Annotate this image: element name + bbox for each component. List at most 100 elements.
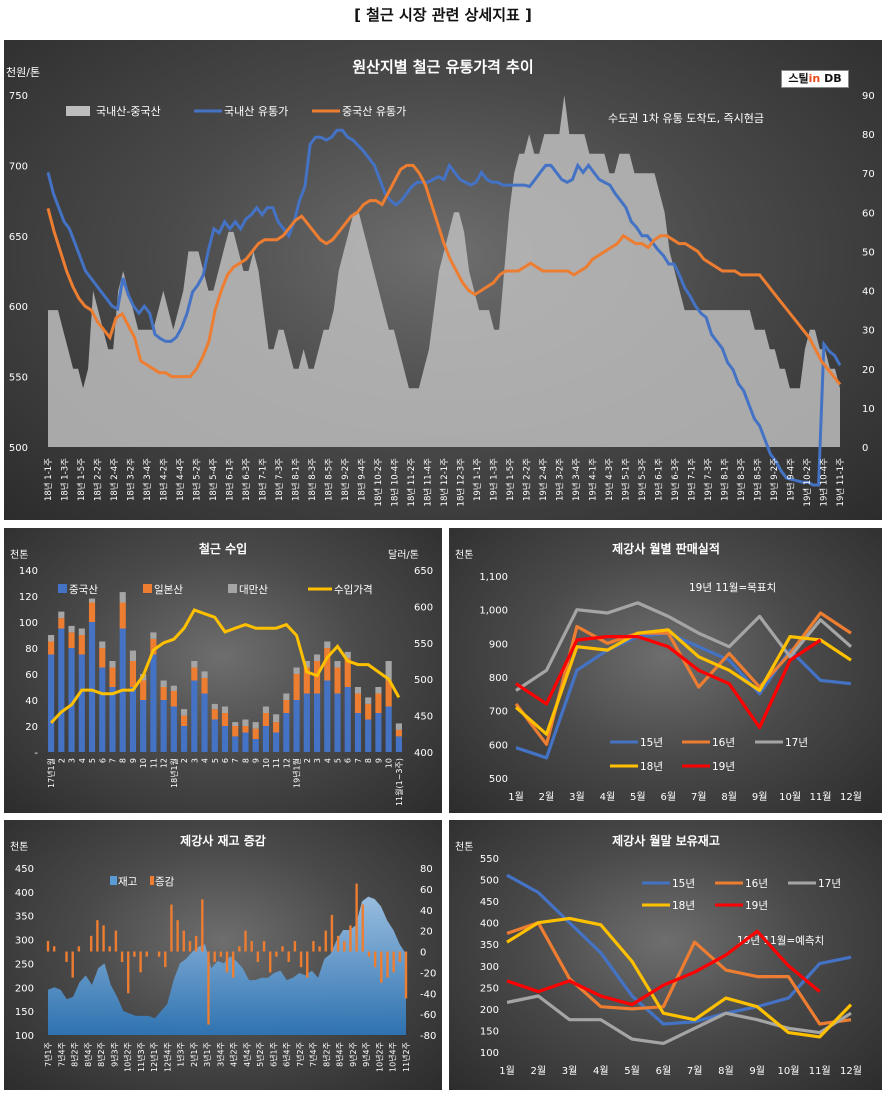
x-tick-label: 4 xyxy=(323,758,332,763)
legend-label: 19년 xyxy=(745,900,768,912)
bar-중국산 xyxy=(88,622,96,752)
x-tick-label: 7년1주 xyxy=(43,1042,53,1067)
x-tick-label: 19년 11-1주 xyxy=(835,458,846,507)
bar-일본산 xyxy=(160,687,167,700)
y-tick-label: 350 xyxy=(480,940,499,951)
bar-change xyxy=(392,951,395,973)
bar-대만산 xyxy=(99,641,106,648)
x-tick-label: 6년4주 xyxy=(282,1042,292,1067)
legend-label: 중국산 유통가 xyxy=(342,105,406,118)
bar-일본산 xyxy=(395,729,402,737)
x-tick-label: 6월 xyxy=(656,1065,672,1077)
series-line-19년 xyxy=(515,635,822,730)
legend-label: 16년 xyxy=(712,737,735,749)
y2-tick-label: 80 xyxy=(862,130,875,141)
bar-change xyxy=(182,930,185,952)
x-tick-label: 8년2주 xyxy=(321,1042,331,1067)
x-tick-label: 4 xyxy=(78,758,87,763)
bar-일본산 xyxy=(334,667,341,694)
bar-중국산 xyxy=(354,713,362,752)
y-axis-label: 천톤 xyxy=(455,841,473,853)
bar-change xyxy=(343,941,346,952)
y-axis-label: 천톤 xyxy=(10,549,28,561)
bar-중국산 xyxy=(109,687,116,752)
bar-중국산 xyxy=(181,726,188,752)
x-tick-label: 4월 xyxy=(593,1065,609,1077)
bar-대만산 xyxy=(375,687,382,694)
bar-일본산 xyxy=(385,680,392,707)
x-tick-label: 3 xyxy=(68,758,77,763)
x-tick-label: 19년 1-1주 xyxy=(472,458,483,501)
bar-일본산 xyxy=(78,635,85,655)
x-tick-label: 18년 9-2주 xyxy=(340,458,351,501)
y-tick-label: 700 xyxy=(9,161,28,172)
series-line-import-price xyxy=(50,608,401,724)
bar-change xyxy=(287,951,290,962)
bar-change xyxy=(46,941,50,952)
x-tick-label: 6 xyxy=(98,758,107,763)
y2-tick-label: 40 xyxy=(862,287,875,298)
y-tick-label: 700 xyxy=(489,707,508,718)
y-tick-label: 1,100 xyxy=(479,572,508,583)
y-tick-label: 600 xyxy=(489,740,508,751)
bar-대만산 xyxy=(252,722,259,729)
x-tick-label: 19년 4-3주 xyxy=(604,458,615,501)
bar-대만산 xyxy=(78,628,85,635)
x-tick-label: 8년4주 xyxy=(83,1042,93,1067)
bar-change xyxy=(120,951,124,962)
x-tick-label: 4 xyxy=(201,758,210,763)
bar-일본산 xyxy=(354,693,362,713)
bar-중국산 xyxy=(293,700,300,752)
bar-일본산 xyxy=(191,667,198,681)
y-tick-label: 350 xyxy=(15,912,34,923)
y-tick-label: 200 xyxy=(480,1005,499,1016)
x-tick-label: 10년2주 xyxy=(123,1042,133,1072)
legend-label: 국내산 유통가 xyxy=(224,105,288,118)
bar-change xyxy=(231,951,235,978)
y2-tick-label: 0 xyxy=(862,443,868,454)
x-tick-label: 19년 6-1주 xyxy=(654,458,665,501)
bar-대만산 xyxy=(119,592,126,603)
bar-일본산 xyxy=(283,700,290,713)
x-tick-label: 4월 xyxy=(600,791,616,803)
x-tick-label: 19년 3-4주 xyxy=(571,458,582,501)
series-line-china xyxy=(46,163,842,386)
bar-일본산 xyxy=(293,674,300,700)
bar-change xyxy=(373,951,377,968)
bar-대만산 xyxy=(129,650,137,661)
y2-tick-label: 450 xyxy=(414,712,433,723)
bar-change xyxy=(96,920,99,952)
bar-대만산 xyxy=(88,598,96,603)
x-tick-label: 6 xyxy=(344,758,353,763)
bar-일본산 xyxy=(211,709,218,720)
y2-tick-label: 600 xyxy=(414,602,433,613)
x-tick-label: 19년 9-4주 xyxy=(786,458,797,501)
bar-change xyxy=(201,899,204,952)
x-tick-label: 3월 xyxy=(569,791,585,803)
y-tick-label: - xyxy=(34,748,38,759)
x-tick-label: 19년 10-4주 xyxy=(819,458,830,507)
x-tick-label: 3 xyxy=(313,758,322,763)
legend-label: 19년 xyxy=(712,761,735,773)
series-area-domestic-minus-china xyxy=(48,95,840,447)
x-tick-label: 9년2주 xyxy=(348,1042,358,1067)
y2-tick-label: 60 xyxy=(862,208,875,219)
bar-change xyxy=(207,951,210,1025)
bar-일본산 xyxy=(88,602,96,622)
bar-대만산 xyxy=(221,706,229,713)
bar-중국산 xyxy=(242,732,249,752)
note-label: 수도권 1차 유통 도착도, 즉시현금 xyxy=(608,112,764,125)
bar-change xyxy=(219,951,223,957)
x-tick-label: 10 xyxy=(385,758,394,768)
legend-swatch xyxy=(110,876,117,885)
y-tick-label: 150 xyxy=(480,1026,499,1037)
series-line-15년 xyxy=(506,873,852,1026)
x-tick-label: 8 xyxy=(241,758,250,763)
bar-change xyxy=(312,941,315,952)
legend-label: 15년 xyxy=(672,878,695,890)
y-tick-label: 550 xyxy=(480,854,499,865)
bar-일본산 xyxy=(58,618,65,629)
bar-대만산 xyxy=(293,667,300,674)
bar-일본산 xyxy=(344,658,351,687)
legend-swatch xyxy=(228,584,237,593)
